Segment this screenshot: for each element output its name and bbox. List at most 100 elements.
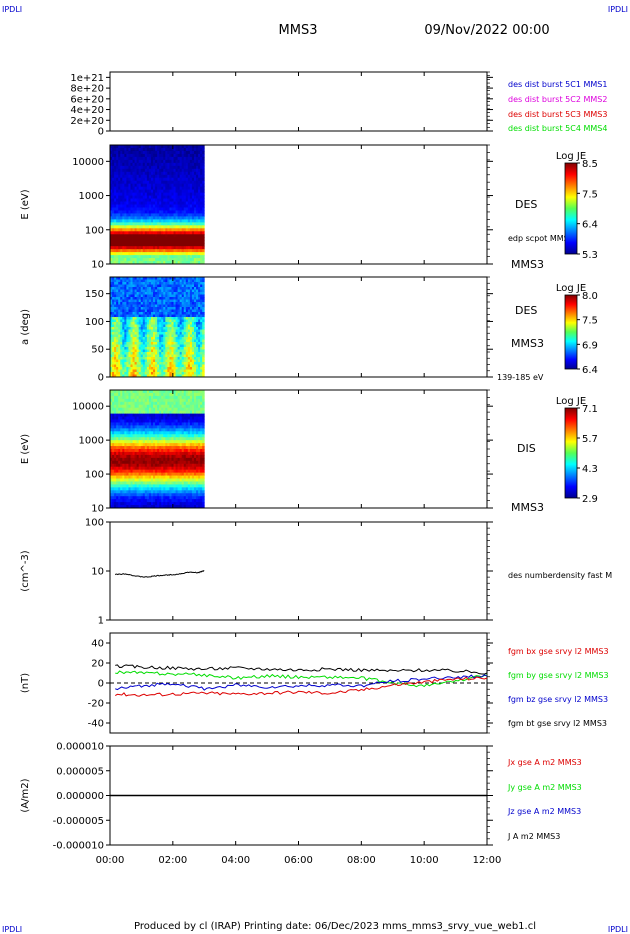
panel4-heat-cell — [163, 440, 166, 444]
panel3-heat-cell — [136, 294, 140, 298]
panel4-heat-cell — [146, 451, 150, 456]
panel2-heat-cell — [140, 216, 144, 220]
panel2-heat-cell — [187, 156, 191, 161]
panel2-heat-cell — [112, 177, 115, 182]
panel3-heat-cell — [163, 339, 166, 343]
panel3-heat-cell — [177, 362, 181, 365]
panel3-heat-cell — [167, 324, 170, 328]
panel4-heat-cell — [142, 460, 146, 465]
panel3-heat-cell — [110, 332, 113, 335]
panel3-heat-cell — [116, 342, 119, 345]
panel2-heat-cell — [161, 204, 164, 208]
panel2-heat-cell — [183, 145, 187, 149]
panel2-heat-cell — [153, 150, 156, 155]
panel4-heat-cell — [153, 457, 156, 462]
panel2-heat-cell — [159, 162, 162, 167]
panel3-heat-cell — [124, 279, 127, 283]
panel3-heat-cell — [189, 302, 193, 305]
panel3-heat-cell — [116, 327, 119, 330]
panel2-heat-cell — [161, 186, 164, 191]
panel2-heat-cell — [142, 204, 146, 208]
panel2-heat-cell — [124, 201, 127, 205]
panel3-heat-cell — [128, 282, 131, 285]
panel3-heat-cell — [191, 369, 195, 373]
panel2-heat-cell — [116, 186, 119, 191]
panel2-heat-cell — [179, 162, 183, 167]
panel2-heat-cell — [134, 228, 138, 232]
panel3-heat-cell — [200, 327, 203, 330]
panel3-heat-cell — [134, 282, 138, 285]
panel4-heat-cell — [142, 446, 146, 450]
panel4-heat-cell — [138, 481, 142, 485]
panel3-heat-cell — [120, 284, 123, 288]
panel2-heat-cell — [122, 150, 125, 155]
panel4-heat-cell — [122, 413, 125, 417]
panel4-heat-cell — [161, 401, 164, 406]
panel3-heat-cell — [112, 302, 115, 305]
panel3-heat-cell — [132, 372, 135, 375]
panel4-heat-cell — [122, 449, 125, 453]
panel3-heat-cell — [185, 299, 189, 303]
panel3-heat-cell — [175, 322, 179, 325]
panel3-heat-cell — [179, 309, 183, 313]
panel2-heat-cell — [148, 189, 152, 194]
panel4-heat-cell — [116, 460, 119, 465]
panel2-heat-cell — [171, 177, 174, 182]
panel4-heat-cell — [136, 416, 140, 420]
panel4-heat-cell — [144, 416, 148, 420]
panel3-heat-cell — [198, 279, 201, 283]
panel4-heat-cell — [118, 422, 121, 426]
panel3-heat-cell — [132, 302, 135, 305]
panel4-heat-cell — [114, 451, 117, 456]
panel2-heat-cell — [163, 234, 166, 238]
panel2-heat-cell — [163, 145, 166, 149]
panel2-heat-cell — [155, 258, 158, 262]
panel2-heat-cell — [173, 159, 176, 164]
panel3-heat-cell — [134, 334, 138, 338]
panel3-heat-cell — [118, 372, 121, 375]
panel2-heat-cell — [144, 195, 148, 199]
panel4-heat-cell — [124, 502, 127, 506]
panel4-heat-cell — [163, 463, 166, 468]
panel2-heat-cell — [136, 255, 140, 259]
panel3-heat-cell — [126, 369, 129, 373]
panel2-heat-cell — [155, 162, 158, 167]
panel2-heat-cell — [124, 198, 127, 202]
panel2-heat-cell — [114, 147, 117, 152]
panel4-heat-cell — [138, 434, 142, 438]
panel2-heat-cell — [110, 204, 113, 208]
panel4-heat-cell — [138, 454, 142, 459]
panel3-heat-cell — [120, 307, 123, 310]
panel3-heat-cell — [157, 364, 160, 368]
panel3-heat-cell — [191, 302, 195, 305]
panel3-heat-cell — [142, 312, 146, 315]
panel2-heat-cell — [155, 159, 158, 164]
panel3-heat-cell — [118, 302, 121, 305]
panel4-heat-cell — [167, 416, 170, 420]
panel2-heat-cell — [112, 171, 115, 176]
panel3-heat-cell — [134, 294, 138, 298]
panel2-heat-cell — [198, 186, 201, 191]
panel3-heat-cell — [126, 354, 129, 358]
panel4-heat-cell — [142, 431, 146, 435]
panel4-heat-cell — [159, 505, 162, 509]
panel2-heat-cell — [150, 156, 154, 161]
panel2-heat-cell — [118, 261, 121, 265]
panel2-heat-cell — [181, 207, 185, 211]
panel3-heat-cell — [171, 329, 174, 333]
panel3-heat-cell — [144, 289, 148, 293]
panel2-heat-cell — [134, 258, 138, 262]
panel4-heat-cell — [132, 422, 135, 426]
panel2-heat-cell — [169, 189, 172, 194]
panel2-heat-cell — [118, 192, 121, 196]
panel2-heat-cell — [200, 201, 203, 205]
panel2-heat-cell — [134, 156, 138, 161]
panel2-heat-cell — [136, 207, 140, 211]
panel3-heat-cell — [146, 304, 150, 308]
panel4-heat-cell — [157, 398, 160, 403]
panel3-heat-cell — [165, 289, 168, 293]
panel4-heat-cell — [122, 487, 125, 491]
panel2-heat-cell — [128, 261, 131, 265]
panel4-heat-cell — [118, 410, 121, 414]
panel2-heat-cell — [118, 168, 121, 173]
